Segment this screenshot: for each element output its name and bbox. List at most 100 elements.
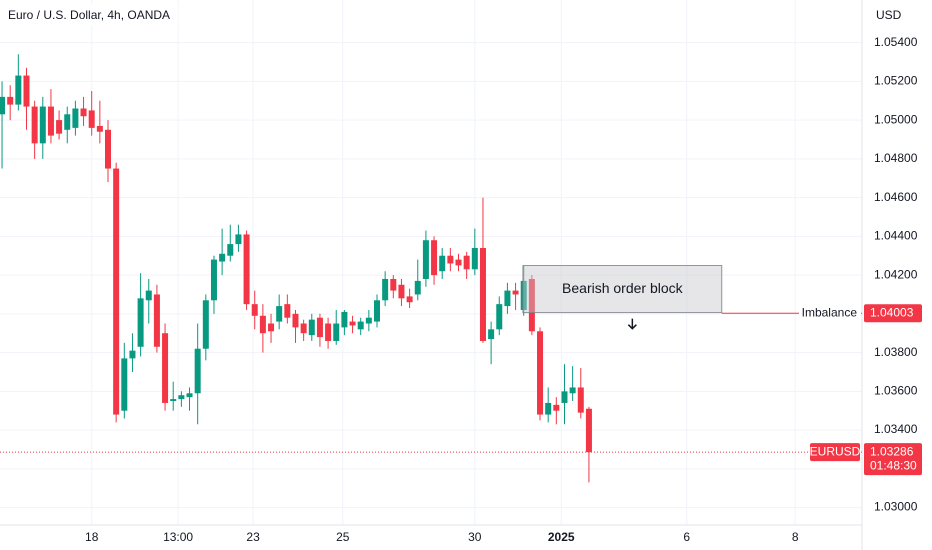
x-tick-label: 6 xyxy=(683,530,690,544)
candle-body xyxy=(243,234,250,305)
candle-body xyxy=(439,255,446,272)
candle-body xyxy=(414,280,421,295)
countdown: 01:48:30 xyxy=(870,458,917,472)
symbol-label: EURUSD xyxy=(810,444,861,458)
candle-body xyxy=(219,253,226,262)
candle-body xyxy=(235,234,242,245)
candle-body xyxy=(373,300,380,322)
currency-label: USD xyxy=(876,8,902,22)
order-block-label: Bearish order block xyxy=(562,280,684,296)
y-tick-label: 1.05400 xyxy=(874,35,918,49)
chart-title: Euro / U.S. Dollar, 4h, OANDA xyxy=(8,8,170,22)
candle-body xyxy=(545,402,552,415)
y-tick-label: 1.04200 xyxy=(874,267,918,281)
candle-body xyxy=(194,348,201,394)
imbalance-label: Imbalance xyxy=(802,305,858,319)
candle-body xyxy=(447,255,454,264)
candle-body xyxy=(227,244,234,256)
price-tag xyxy=(864,443,922,476)
y-tick-label: 1.04400 xyxy=(874,229,918,243)
candle-body xyxy=(145,290,152,301)
arrow xyxy=(627,318,637,330)
symbol-tag xyxy=(810,443,860,462)
price-tag-label: 1.04003 xyxy=(870,305,914,319)
y-tick-label: 1.03400 xyxy=(874,422,918,436)
candle-body xyxy=(471,247,478,270)
candle-body xyxy=(325,323,332,341)
candle-body xyxy=(39,106,46,144)
candle-body xyxy=(316,317,323,338)
candle-body xyxy=(72,108,79,128)
candle-body xyxy=(341,311,348,328)
x-tick-label: 18 xyxy=(85,530,99,544)
y-tick-label: 1.05000 xyxy=(874,112,918,126)
candle-body xyxy=(210,259,217,301)
x-tick-label: 8 xyxy=(792,530,799,544)
candle-body xyxy=(15,75,22,105)
candle-body xyxy=(23,75,30,107)
candle-body xyxy=(382,278,389,301)
candle-body xyxy=(390,278,397,291)
candle-body xyxy=(308,319,315,336)
candle-body xyxy=(292,313,299,328)
label-bg xyxy=(799,305,861,322)
candle-body xyxy=(121,358,128,411)
last-price-label: 1.03286 xyxy=(870,444,914,458)
candle-body xyxy=(276,306,283,322)
candle-body xyxy=(553,404,560,411)
candle-body xyxy=(496,304,503,330)
candle-body xyxy=(365,317,372,324)
candle-body xyxy=(0,96,6,115)
candle-body xyxy=(528,278,535,332)
candle-body xyxy=(88,110,95,128)
candle-body xyxy=(113,168,120,415)
candle-body xyxy=(7,96,14,105)
candle-body xyxy=(504,290,511,307)
candle-body xyxy=(80,108,87,117)
candle-body xyxy=(137,298,144,347)
candle-body xyxy=(406,296,413,303)
candle-body xyxy=(398,284,405,299)
candle-body xyxy=(585,408,592,453)
candle-body xyxy=(47,106,54,136)
candle-body xyxy=(178,395,185,400)
candle-body xyxy=(577,387,584,413)
candle-body xyxy=(520,280,527,310)
candle-body xyxy=(512,290,519,295)
y-tick-label: 1.03800 xyxy=(874,345,918,359)
candle-body xyxy=(170,399,177,402)
x-tick-label: 23 xyxy=(246,530,260,544)
candle-body xyxy=(431,240,438,276)
candle-body xyxy=(537,331,544,415)
candle-body xyxy=(561,391,568,403)
candle-body xyxy=(463,255,470,270)
price-tag xyxy=(864,304,922,323)
x-tick-label: 25 xyxy=(336,530,350,544)
candle-body xyxy=(284,304,291,318)
candle-body xyxy=(105,129,112,169)
y-tick-label: 1.03000 xyxy=(874,500,918,514)
candle-body xyxy=(259,315,266,334)
candle-body xyxy=(162,333,169,403)
y-tick-label: 1.04800 xyxy=(874,151,918,165)
title-bg xyxy=(0,4,178,26)
candle-body xyxy=(153,294,160,347)
candle-body xyxy=(186,393,193,398)
y-tick-label: 1.04600 xyxy=(874,190,918,204)
candle-body xyxy=(31,106,38,144)
x-tick-label: 13:00 xyxy=(163,530,193,544)
candle-body xyxy=(357,321,364,330)
y-tick-label: 1.05200 xyxy=(874,74,918,88)
y-tick-label: 1.03600 xyxy=(874,384,918,398)
x-tick-label: 30 xyxy=(468,530,482,544)
candle-body xyxy=(455,259,462,266)
candle-body xyxy=(96,125,103,132)
candle-body xyxy=(129,350,136,359)
candle-body xyxy=(488,329,495,340)
candle-body xyxy=(202,300,209,349)
candle-body xyxy=(251,304,258,316)
candle-body xyxy=(56,120,63,134)
candle-body xyxy=(268,323,275,332)
candle-body xyxy=(479,247,486,341)
